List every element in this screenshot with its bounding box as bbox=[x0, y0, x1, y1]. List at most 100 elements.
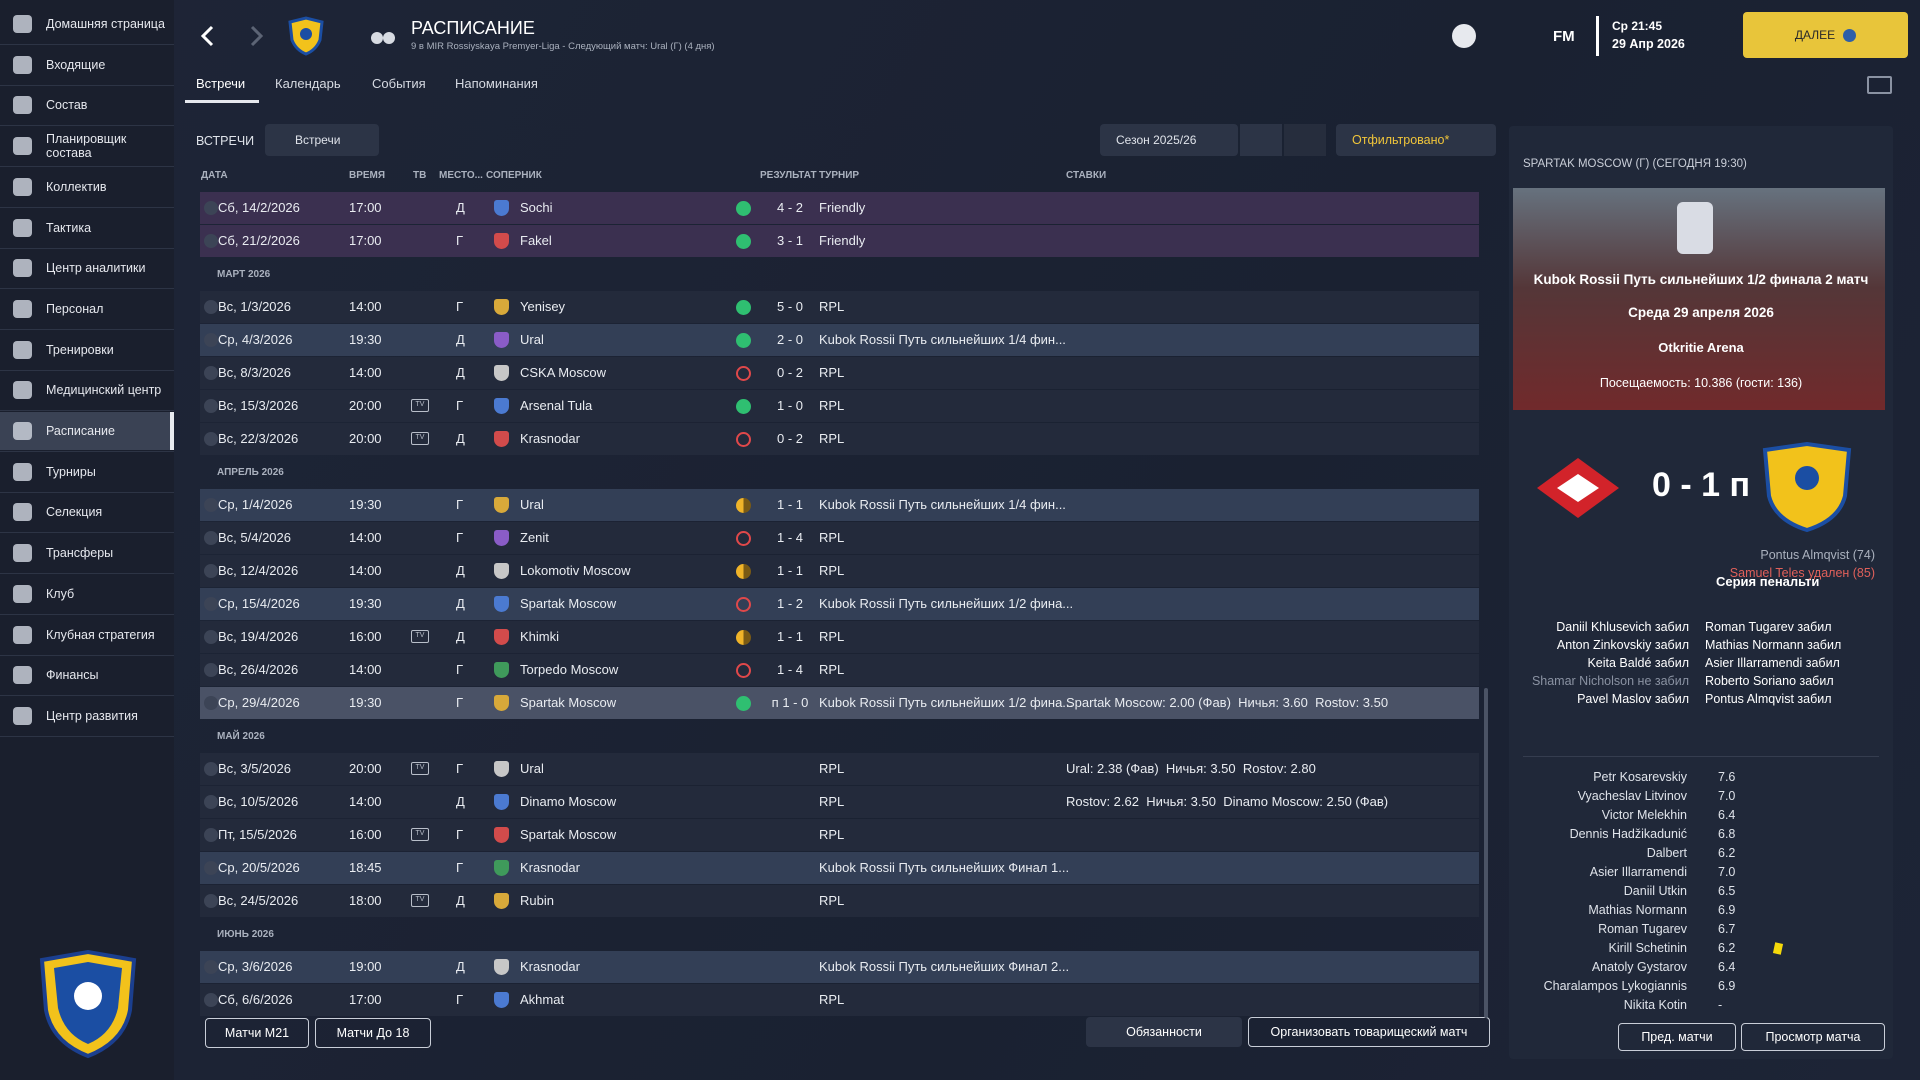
duties-button[interactable]: Обязанности bbox=[1086, 1017, 1242, 1047]
display-toggle[interactable] bbox=[1867, 76, 1892, 94]
row-select bbox=[204, 333, 218, 347]
back-button[interactable] bbox=[198, 24, 218, 48]
match-row[interactable]: Вс, 5/4/2026 14:00 Г Zenit 1 - 4 RPL bbox=[200, 522, 1479, 554]
nav-item[interactable]: Домашняя страница bbox=[0, 5, 174, 43]
result-dot bbox=[736, 366, 751, 381]
opponent-crest bbox=[494, 200, 509, 216]
nav-item[interactable]: Коллектив bbox=[0, 168, 174, 206]
team-crest[interactable] bbox=[286, 16, 326, 56]
u18-button[interactable]: Матчи До 18 bbox=[315, 1018, 431, 1048]
match-row[interactable]: Вс, 10/5/2026 14:00 Д Dinamo Moscow RPL Rosto… bbox=[200, 786, 1479, 818]
player-rating: 6.4 bbox=[1718, 960, 1736, 974]
sidebar: Домашняя страница Входящие Состав Планировщ… bbox=[0, 0, 174, 1080]
nav-item[interactable]: Тактика bbox=[0, 209, 174, 247]
match-row[interactable]: Ср, 1/4/2026 19:30 Г Ural 1 - 1 Kubok Rossii … bbox=[200, 489, 1479, 521]
help-button[interactable] bbox=[1452, 24, 1476, 48]
column-header[interactable]: ДАТА bbox=[201, 170, 228, 181]
column-header[interactable]: ВРЕМЯ bbox=[349, 170, 386, 181]
match-date: Ср, 20/5/2026 bbox=[218, 860, 300, 875]
column-header[interactable]: РЕЗУЛЬТАТ bbox=[760, 170, 817, 181]
match-row[interactable]: Сб, 14/2/2026 17:00 Д Sochi 4 - 2 Friendly bbox=[200, 192, 1479, 224]
nav-item[interactable]: Клубная стратегия bbox=[0, 616, 174, 654]
match-row[interactable]: Ср, 3/6/2026 19:00 Д Krasnodar Kubok Rossii … bbox=[200, 951, 1479, 983]
match-row[interactable]: Ср, 15/4/2026 19:30 Д Spartak Moscow 1 - 2 Ku… bbox=[200, 588, 1479, 620]
view-dropdown-label: Встречи bbox=[295, 133, 341, 147]
home-penalty: Keita Baldé забил bbox=[1587, 656, 1689, 670]
match-row[interactable]: Вс, 19/4/2026 16:00 TV Д Khimki 1 - 1 RPL bbox=[200, 621, 1479, 653]
opponent-crest bbox=[494, 794, 509, 810]
nav-item[interactable]: Медицинский центр bbox=[0, 371, 174, 409]
u21-button[interactable]: Матчи М21 bbox=[205, 1018, 309, 1048]
match-row[interactable]: Вс, 24/5/2026 18:00 TV Д Rubin RPL bbox=[200, 885, 1479, 917]
match-time: 14:00 bbox=[349, 365, 382, 380]
match-row[interactable]: Вс, 22/3/2026 20:00 TV Д Krasnodar 0 - 2 RPL bbox=[200, 423, 1479, 455]
nav-item[interactable]: Тренировки bbox=[0, 331, 174, 369]
match-row[interactable]: Сб, 21/2/2026 17:00 Г Fakel 3 - 1 Friendly bbox=[200, 225, 1479, 257]
match-row[interactable]: Пт, 15/5/2026 16:00 TV Г Spartak Moscow RPL bbox=[200, 819, 1479, 851]
nav-label: Центр развития bbox=[46, 708, 138, 723]
result-dot bbox=[736, 333, 751, 348]
continue-button[interactable]: ДАЛЕЕ bbox=[1743, 12, 1908, 58]
nav-item[interactable]: Турниры bbox=[0, 453, 174, 491]
nav-item[interactable]: Финансы bbox=[0, 656, 174, 694]
match-row[interactable]: Вс, 3/5/2026 20:00 TV Г Ural RPL Ural: 2.38 (Ф… bbox=[200, 753, 1479, 785]
tab[interactable]: Календарь bbox=[275, 76, 341, 91]
match-row[interactable]: Ср, 29/4/2026 19:30 Г Spartak Moscow п 1 - 0… bbox=[200, 687, 1479, 719]
column-header[interactable]: СТАВКИ bbox=[1066, 170, 1107, 181]
season-prev[interactable] bbox=[1240, 124, 1282, 156]
match-row[interactable]: Вс, 1/3/2026 14:00 Г Yenisey 5 - 0 RPL bbox=[200, 291, 1479, 323]
prev-button[interactable]: Пред. матчи bbox=[1618, 1023, 1736, 1051]
match-result: 1 - 4 bbox=[776, 662, 804, 677]
match-row[interactable]: Ср, 20/5/2026 18:45 Г Krasnodar Kubok Rossii… bbox=[200, 852, 1479, 884]
column-header[interactable]: ТУРНИР bbox=[819, 170, 860, 181]
match-row[interactable]: Вс, 26/4/2026 14:00 Г Torpedo Moscow 1 - 4 RP… bbox=[200, 654, 1479, 686]
nav-item[interactable]: Расписание bbox=[0, 412, 174, 450]
nav-item[interactable]: Трансферы bbox=[0, 534, 174, 572]
nav-item[interactable]: Клуб bbox=[0, 575, 174, 613]
opponent-crest bbox=[494, 233, 509, 249]
view-button[interactable]: Просмотр матча bbox=[1741, 1023, 1885, 1051]
match-time: 14:00 bbox=[349, 563, 382, 578]
column-header[interactable]: ТВ bbox=[413, 170, 427, 181]
match-venue: Г bbox=[456, 695, 464, 710]
friendly-button[interactable]: Организовать товарищеский матч bbox=[1248, 1017, 1490, 1047]
match-time: 20:00 bbox=[349, 761, 382, 776]
nav-item[interactable]: Центр аналитики bbox=[0, 249, 174, 287]
nav-item[interactable]: Селекция bbox=[0, 493, 174, 531]
match-time: 14:00 bbox=[349, 299, 382, 314]
season-next[interactable] bbox=[1284, 124, 1326, 156]
nav-item[interactable]: Состав bbox=[0, 86, 174, 124]
nav-icon bbox=[13, 584, 32, 603]
match-venue: Д bbox=[456, 332, 465, 347]
filter-dropdown[interactable]: Отфильтровано* bbox=[1336, 124, 1496, 156]
tab[interactable]: Напоминания bbox=[455, 76, 538, 91]
tab[interactable]: Встречи bbox=[196, 76, 246, 91]
match-venue: Г bbox=[456, 860, 464, 875]
season-dropdown[interactable]: Сезон 2025/26 bbox=[1100, 124, 1238, 156]
nav-icon bbox=[13, 462, 32, 481]
match-row[interactable]: Ср, 4/3/2026 19:30 Д Ural 2 - 0 Kubok Rossii … bbox=[200, 324, 1479, 356]
forward-button[interactable] bbox=[246, 24, 266, 48]
nav-item[interactable]: Персонал bbox=[0, 290, 174, 328]
scrollbar[interactable] bbox=[1484, 688, 1488, 1018]
nav-label: Клубная стратегия bbox=[46, 627, 155, 642]
tv-icon: TV bbox=[411, 762, 429, 775]
opponent-crest bbox=[494, 431, 509, 447]
row-select bbox=[204, 663, 218, 677]
nav-item[interactable]: Центр развития bbox=[0, 697, 174, 735]
view-dropdown[interactable]: Встречи bbox=[265, 124, 379, 156]
match-row[interactable]: Вс, 15/3/2026 20:00 TV Г Arsenal Tula 1 - 0 RP… bbox=[200, 390, 1479, 422]
column-header[interactable]: СОПЕРНИК bbox=[486, 170, 542, 181]
tab[interactable]: События bbox=[372, 76, 426, 91]
nav-item[interactable]: Планировщик состава bbox=[0, 127, 174, 165]
match-row[interactable]: Вс, 8/3/2026 14:00 Д CSKA Moscow 0 - 2 RPL bbox=[200, 357, 1479, 389]
nav-item[interactable]: Входящие bbox=[0, 46, 174, 84]
column-header[interactable]: МЕСТО... bbox=[439, 170, 483, 181]
match-time: 19:00 bbox=[349, 959, 382, 974]
opponent-crest bbox=[494, 629, 509, 645]
match-time: 17:00 bbox=[349, 233, 382, 248]
match-competition: RPL bbox=[819, 431, 845, 446]
match-row[interactable]: Вс, 12/4/2026 14:00 Д Lokomotiv Moscow 1 - 1… bbox=[200, 555, 1479, 587]
scouting-icon[interactable] bbox=[370, 26, 396, 46]
match-row[interactable]: Сб, 6/6/2026 17:00 Г Akhmat RPL bbox=[200, 984, 1479, 1016]
